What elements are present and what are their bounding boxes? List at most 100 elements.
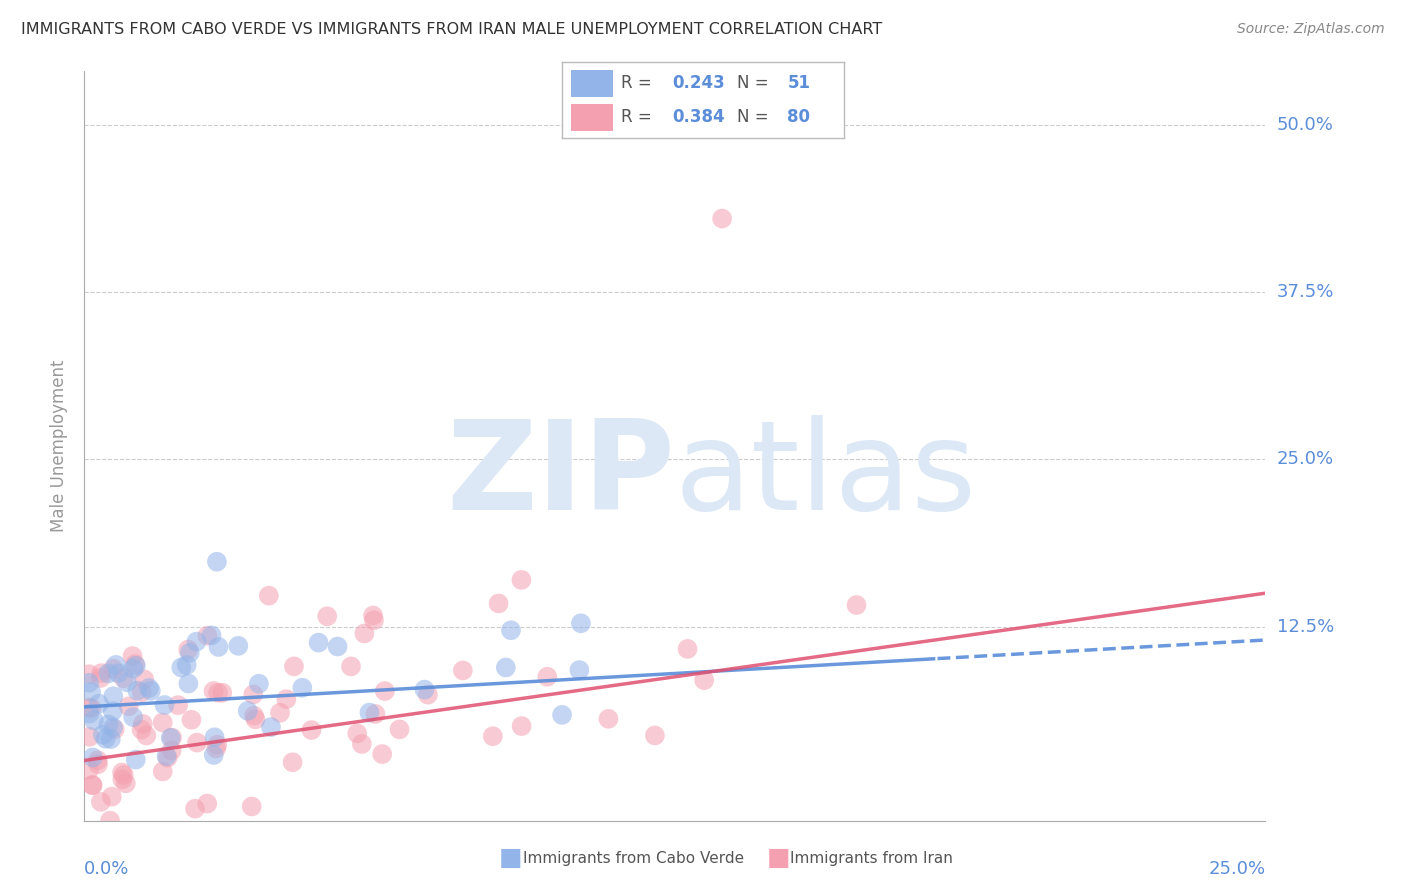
Y-axis label: Male Unemployment: Male Unemployment [49,359,67,533]
Point [205,741,228,756]
Point [205,555,228,569]
Text: 25.0%: 25.0% [1277,450,1334,468]
Point [115,675,138,690]
Point [247,677,270,691]
Point [131,685,153,699]
Text: IMMIGRANTS FROM CABO VERDE VS IMMIGRANTS FROM IRAN MALE UNEMPLOYMENT CORRELATION: IMMIGRANTS FROM CABO VERDE VS IMMIGRANTS… [21,22,883,37]
Point [80,685,103,699]
Point [132,717,155,731]
Point [111,765,134,780]
Point [260,720,283,734]
Point [207,640,229,654]
Point [83,714,105,728]
Point [160,731,183,745]
Point [374,684,396,698]
Point [204,731,226,745]
Point [568,663,591,677]
Point [184,802,207,816]
Point [82,778,104,792]
Point [79,730,101,744]
Point [644,729,666,743]
Point [77,700,100,714]
Point [98,814,121,828]
Point [153,698,176,712]
Text: 12.5%: 12.5% [1277,617,1334,636]
Point [94,731,117,746]
Point [211,686,233,700]
Point [104,657,127,672]
Text: ■: ■ [766,847,790,870]
Point [90,666,112,681]
Point [569,616,592,631]
Point [79,706,101,721]
Point [77,763,100,777]
Point [361,608,384,623]
Point [124,657,146,671]
Point [488,597,510,611]
Point [138,681,160,695]
Text: 25.0%: 25.0% [1208,860,1265,878]
Point [152,715,174,730]
Point [156,750,179,764]
Point [598,712,620,726]
Point [176,657,198,672]
Point [281,756,304,770]
Point [111,772,134,787]
Text: 50.0%: 50.0% [1277,116,1333,134]
Point [243,708,266,723]
Text: R =: R = [621,108,658,126]
Point [77,667,100,681]
Point [240,799,263,814]
Point [226,639,249,653]
Point [363,613,385,627]
Point [350,737,373,751]
Point [82,778,104,792]
Point [207,686,229,700]
Text: 0.0%: 0.0% [84,860,129,878]
Point [482,729,505,743]
FancyBboxPatch shape [571,104,613,130]
Point [276,692,298,706]
Point [170,660,193,674]
Point [127,683,149,698]
Point [101,789,124,804]
Point [135,729,157,743]
Point [121,648,143,663]
Point [283,659,305,673]
Point [179,646,201,660]
Point [91,728,114,742]
Point [413,682,436,697]
Point [346,726,368,740]
Point [180,713,202,727]
Point [200,628,222,642]
Point [186,634,208,648]
Point [711,211,734,226]
Text: Immigrants from Iran: Immigrants from Iran [790,851,953,865]
Point [101,704,124,718]
FancyBboxPatch shape [571,70,613,96]
Point [134,673,156,687]
Point [112,768,135,782]
Point [388,723,411,737]
Text: 51: 51 [787,74,810,92]
Point [167,698,190,713]
Point [845,598,868,612]
Text: 0.384: 0.384 [672,108,724,126]
Point [177,676,200,690]
Point [536,670,558,684]
Text: ■: ■ [499,847,523,870]
Text: 80: 80 [787,108,810,126]
Point [104,723,127,737]
Point [495,660,517,674]
Point [195,797,218,811]
Point [177,642,200,657]
Point [242,688,264,702]
Point [186,735,208,749]
Point [451,664,474,678]
Point [364,706,387,721]
Point [82,750,104,764]
Point [87,697,110,711]
Point [114,776,136,790]
Point [125,753,148,767]
Point [97,666,120,681]
